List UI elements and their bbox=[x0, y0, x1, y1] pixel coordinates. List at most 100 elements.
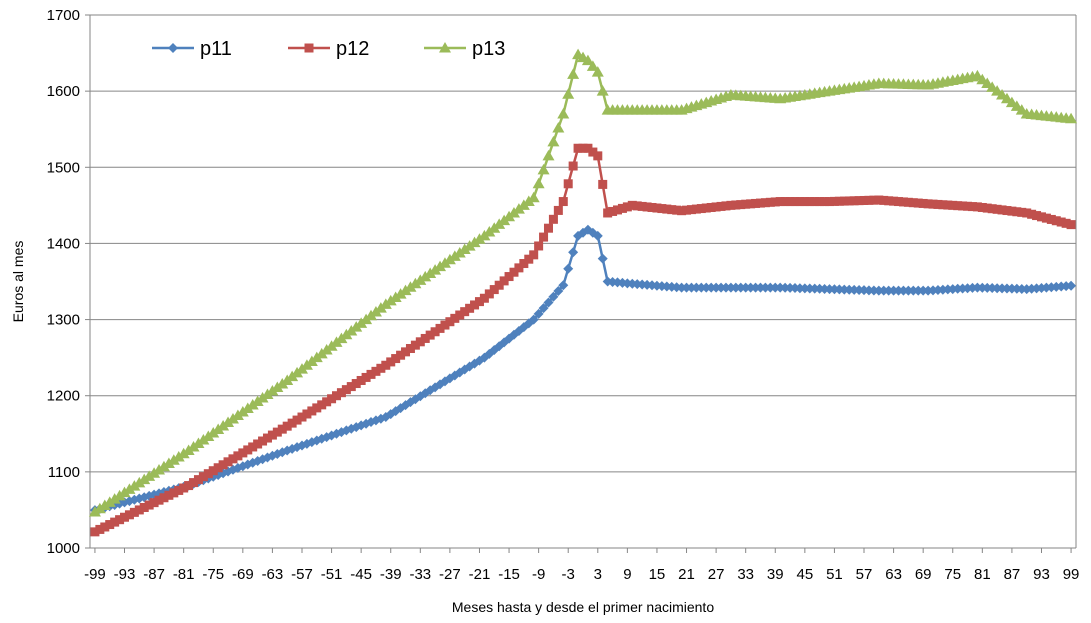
series-p12-point bbox=[1017, 207, 1027, 217]
series-p12-point bbox=[430, 327, 440, 337]
series-p11-point bbox=[553, 286, 564, 297]
series-p12-point bbox=[410, 340, 420, 350]
x-tick-label: -3 bbox=[562, 566, 575, 583]
series-p12-point bbox=[829, 196, 839, 206]
series-p13-point bbox=[143, 470, 156, 481]
x-tick-label: 93 bbox=[1033, 566, 1050, 583]
series-p13-point bbox=[162, 457, 175, 468]
series-p11-point bbox=[597, 253, 608, 264]
series-p11-point bbox=[543, 297, 554, 308]
series-p12-point bbox=[711, 202, 721, 212]
series-p12-point bbox=[228, 454, 238, 464]
series-p12-point bbox=[755, 198, 765, 208]
series-p12-point bbox=[563, 179, 573, 189]
series-p12-point bbox=[1061, 218, 1071, 228]
series-layer bbox=[88, 48, 1078, 537]
series-p12-point bbox=[1027, 209, 1037, 219]
series-p12-point bbox=[455, 310, 465, 320]
series-p12-point bbox=[208, 466, 218, 476]
series-p12-point bbox=[810, 197, 820, 207]
x-tick-label: 81 bbox=[974, 566, 991, 583]
series-p12-point bbox=[627, 200, 637, 210]
series-p12-point bbox=[494, 280, 504, 290]
series-p12-point bbox=[267, 430, 277, 440]
series-p12-point bbox=[129, 507, 139, 517]
series-p12-point bbox=[223, 457, 233, 467]
series-p12-point bbox=[292, 415, 302, 425]
series-p12-point bbox=[346, 382, 356, 392]
x-tick-label: 39 bbox=[767, 566, 784, 583]
series-p12-point bbox=[652, 203, 662, 213]
series-p12-point bbox=[800, 197, 810, 207]
series-p12-point bbox=[164, 490, 174, 500]
series-p13 bbox=[88, 48, 1078, 517]
x-tick-label: 3 bbox=[594, 566, 602, 583]
series-p12-point bbox=[401, 347, 411, 357]
series-p12-point bbox=[238, 448, 248, 458]
series-p12-point bbox=[243, 445, 253, 455]
series-p12-point bbox=[1002, 206, 1012, 216]
series-p11-point bbox=[548, 291, 559, 302]
series-p12-point bbox=[622, 202, 632, 212]
series-p11-point bbox=[533, 308, 544, 319]
series-p12-point bbox=[765, 197, 775, 207]
series-p12-point bbox=[691, 204, 701, 214]
series-p12-point bbox=[396, 350, 406, 360]
x-tick-label: 87 bbox=[1004, 566, 1021, 583]
series-p12-point bbox=[820, 197, 830, 207]
series-p11-point bbox=[1066, 280, 1077, 291]
legend-marker-point bbox=[304, 43, 314, 53]
x-tick-label: 21 bbox=[678, 566, 695, 583]
y-tick-label: 1200 bbox=[47, 388, 80, 405]
series-p12-point bbox=[184, 481, 194, 491]
series-p12-point bbox=[967, 202, 977, 212]
series-p12-point bbox=[647, 202, 657, 212]
series-p12-point bbox=[751, 198, 761, 208]
x-tick-label: -63 bbox=[262, 566, 284, 583]
series-p12-point bbox=[1041, 213, 1051, 223]
series-p12-point bbox=[553, 205, 563, 215]
series-p12-point bbox=[499, 276, 509, 286]
series-p12-point bbox=[958, 201, 968, 211]
series-p12-point bbox=[825, 197, 834, 207]
series-p12-point bbox=[706, 202, 716, 212]
series-p12-point bbox=[351, 379, 361, 389]
series-p12-point bbox=[662, 204, 672, 214]
series-p12-point bbox=[317, 400, 327, 410]
series-p12-point bbox=[933, 199, 943, 209]
series-p13-point bbox=[113, 489, 126, 501]
series-p12-point bbox=[307, 406, 317, 416]
series-p12-point bbox=[381, 360, 391, 370]
series-p12-point bbox=[1066, 220, 1076, 230]
x-tick-label: -81 bbox=[173, 566, 195, 583]
series-p12-point bbox=[470, 300, 480, 310]
series-p12-point bbox=[474, 297, 484, 307]
legend-marker-point bbox=[168, 43, 178, 53]
series-p11 bbox=[89, 224, 1077, 516]
series-p13-point bbox=[567, 68, 580, 79]
series-p12-point bbox=[721, 201, 731, 211]
legend: p11 p12 p13 bbox=[152, 38, 505, 60]
series-p12-point bbox=[795, 197, 805, 207]
series-p12-point bbox=[405, 344, 415, 354]
series-p12-point bbox=[716, 201, 726, 211]
series-p12-point bbox=[583, 143, 593, 153]
series-p12-point bbox=[642, 202, 652, 212]
series-p13-point bbox=[108, 493, 121, 504]
series-p12-point bbox=[588, 147, 598, 157]
series-p12-point bbox=[746, 199, 756, 209]
series-p12-point bbox=[1051, 216, 1061, 226]
series-p12-point bbox=[682, 205, 692, 215]
series-p12-point bbox=[539, 232, 549, 242]
series-p12-point bbox=[775, 197, 785, 207]
series-p12-point bbox=[258, 436, 268, 446]
series-p12-point bbox=[509, 267, 519, 277]
series-p12-point bbox=[548, 214, 558, 224]
series-p12-point bbox=[189, 478, 199, 488]
series-p12-point bbox=[1046, 214, 1056, 224]
series-p12-point bbox=[736, 200, 746, 210]
series-p13-point bbox=[157, 460, 170, 472]
series-p13-point bbox=[103, 496, 116, 507]
series-p12-point bbox=[598, 179, 608, 189]
series-p12-point bbox=[95, 524, 105, 534]
